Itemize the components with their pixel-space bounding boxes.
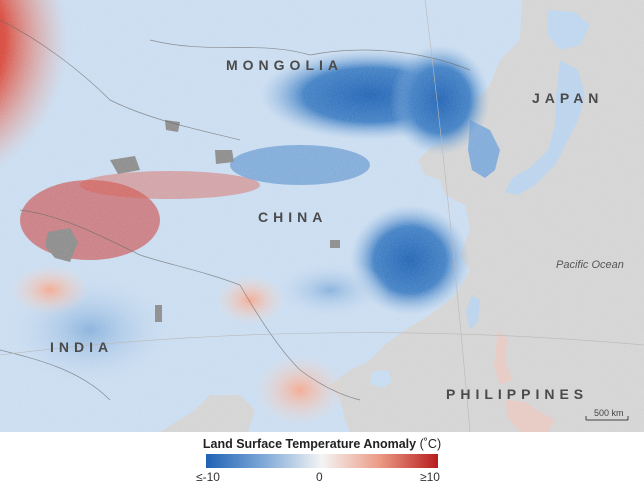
legend-max-label: ≥10 (420, 470, 440, 484)
label-china: CHINA (258, 209, 327, 225)
label-india: INDIA (50, 339, 113, 355)
legend-min-label: ≤-10 (196, 470, 220, 484)
graticule (0, 0, 644, 432)
anomaly-map: MONGOLIA CHINA JAPAN INDIA PHILIPPINES P… (0, 0, 644, 432)
legend-title: Land Surface Temperature Anomaly (202, 437, 417, 451)
scale-bar-label: 500 km (594, 408, 624, 418)
legend-colorbar (206, 454, 438, 468)
scale-bar: 500 km (585, 408, 629, 421)
label-philippines: PHILIPPINES (446, 386, 588, 402)
label-pacific-ocean: Pacific Ocean (556, 259, 624, 271)
legend-unit: (˚C) (419, 437, 442, 451)
legend-mid-label: 0 (316, 470, 323, 484)
label-japan: JAPAN (532, 90, 603, 106)
legend-title-row: Land Surface Temperature Anomaly (˚C) (0, 437, 644, 451)
texture-overlay (0, 0, 644, 432)
label-mongolia: MONGOLIA (226, 57, 343, 73)
country-borders (0, 19, 471, 401)
map-panel: MONGOLIA CHINA JAPAN INDIA PHILIPPINES P… (0, 0, 644, 432)
legend: Land Surface Temperature Anomaly (˚C) ≤-… (0, 432, 644, 490)
